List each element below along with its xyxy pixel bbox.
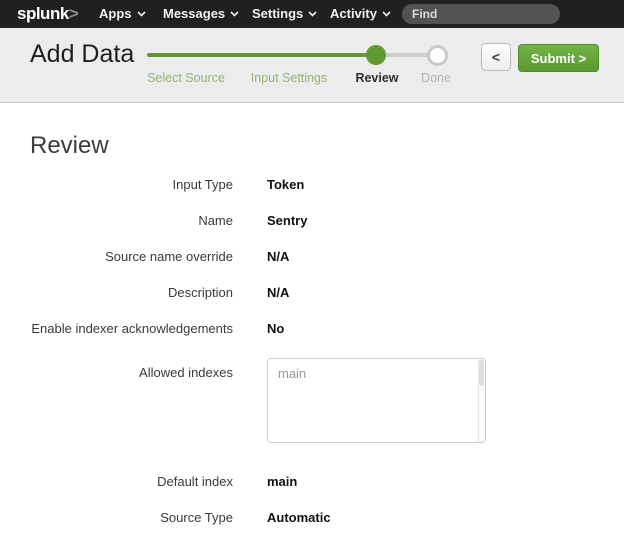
nav-item-activity-label: Activity bbox=[330, 6, 377, 21]
review-heading: Review bbox=[30, 132, 109, 159]
chevron-down-icon bbox=[382, 11, 391, 17]
field-row-default-index: Default index main bbox=[30, 475, 594, 489]
field-row-source-type: Source Type Automatic bbox=[30, 511, 594, 525]
field-value: Token bbox=[267, 177, 305, 192]
find-input[interactable] bbox=[402, 4, 560, 24]
field-value: N/A bbox=[267, 285, 290, 300]
field-label: Name bbox=[198, 213, 233, 228]
field-row-allowed-indexes: Allowed indexes main bbox=[30, 358, 594, 443]
upcoming-step-circle bbox=[427, 45, 448, 66]
field-value: main bbox=[267, 474, 298, 489]
listbox-scrollbar-thumb[interactable] bbox=[479, 360, 484, 386]
field-label: Description bbox=[167, 285, 233, 300]
nav-item-settings-label: Settings bbox=[252, 6, 304, 21]
logo-caret: > bbox=[68, 4, 79, 23]
nav-item-messages-label: Messages bbox=[163, 6, 226, 21]
nav-item-activity[interactable]: Activity bbox=[330, 0, 391, 28]
field-value: Automatic bbox=[267, 510, 331, 525]
nav-item-apps-label: Apps bbox=[99, 6, 132, 21]
review-panel: Review Input Type Token Name Sentry Sour… bbox=[0, 103, 624, 525]
field-label: Allowed indexes bbox=[139, 365, 233, 380]
field-row-name: Name Sentry bbox=[30, 214, 594, 228]
field-row-input-type: Input Type Token bbox=[30, 178, 594, 192]
nav-item-messages[interactable]: Messages bbox=[163, 0, 239, 28]
step-label-done: Done bbox=[421, 71, 451, 85]
chevron-down-icon bbox=[230, 11, 239, 17]
allowed-indexes-listbox[interactable]: main bbox=[267, 358, 486, 443]
field-value: N/A bbox=[267, 249, 290, 264]
page-title: Add Data bbox=[30, 40, 135, 68]
step-label-review: Review bbox=[355, 71, 399, 85]
field-row-indexer-acknowledgements: Enable indexer acknowledgements No bbox=[30, 322, 594, 336]
field-label: Input Type bbox=[172, 177, 233, 192]
chevron-down-icon bbox=[136, 11, 146, 17]
listbox-scrollbar[interactable] bbox=[478, 359, 485, 442]
field-label: Source name override bbox=[105, 249, 233, 264]
back-button[interactable]: < bbox=[481, 43, 511, 71]
nav-item-apps[interactable]: Apps bbox=[99, 0, 146, 28]
top-navbar: splunk> Apps Messages Settings Activity bbox=[0, 0, 624, 28]
field-label: Default index bbox=[157, 474, 233, 489]
listbox-item-main[interactable]: main bbox=[278, 366, 307, 381]
progress-line-remaining bbox=[376, 53, 437, 57]
current-step-dot bbox=[366, 45, 386, 65]
chevron-down-icon bbox=[308, 11, 317, 17]
submit-button[interactable]: Submit > bbox=[518, 44, 599, 72]
wizard-stepper: Select Source Input Settings Review Done bbox=[0, 28, 470, 103]
field-value: Sentry bbox=[267, 213, 308, 228]
progress-line-complete bbox=[147, 53, 376, 57]
splunk-logo[interactable]: splunk> bbox=[17, 0, 79, 28]
step-label-select-source[interactable]: Select Source bbox=[147, 71, 225, 85]
field-label: Enable indexer acknowledgements bbox=[31, 321, 233, 336]
page-header: Add Data Select Source Input Settings Re… bbox=[0, 28, 624, 103]
step-label-input-settings[interactable]: Input Settings bbox=[250, 71, 328, 85]
field-value: No bbox=[267, 321, 285, 336]
logo-text: splunk bbox=[17, 4, 69, 23]
field-row-description: Description N/A bbox=[30, 286, 594, 300]
nav-item-settings[interactable]: Settings bbox=[252, 0, 317, 28]
field-label: Source Type bbox=[160, 510, 233, 525]
field-row-source-name-override: Source name override N/A bbox=[30, 250, 594, 264]
